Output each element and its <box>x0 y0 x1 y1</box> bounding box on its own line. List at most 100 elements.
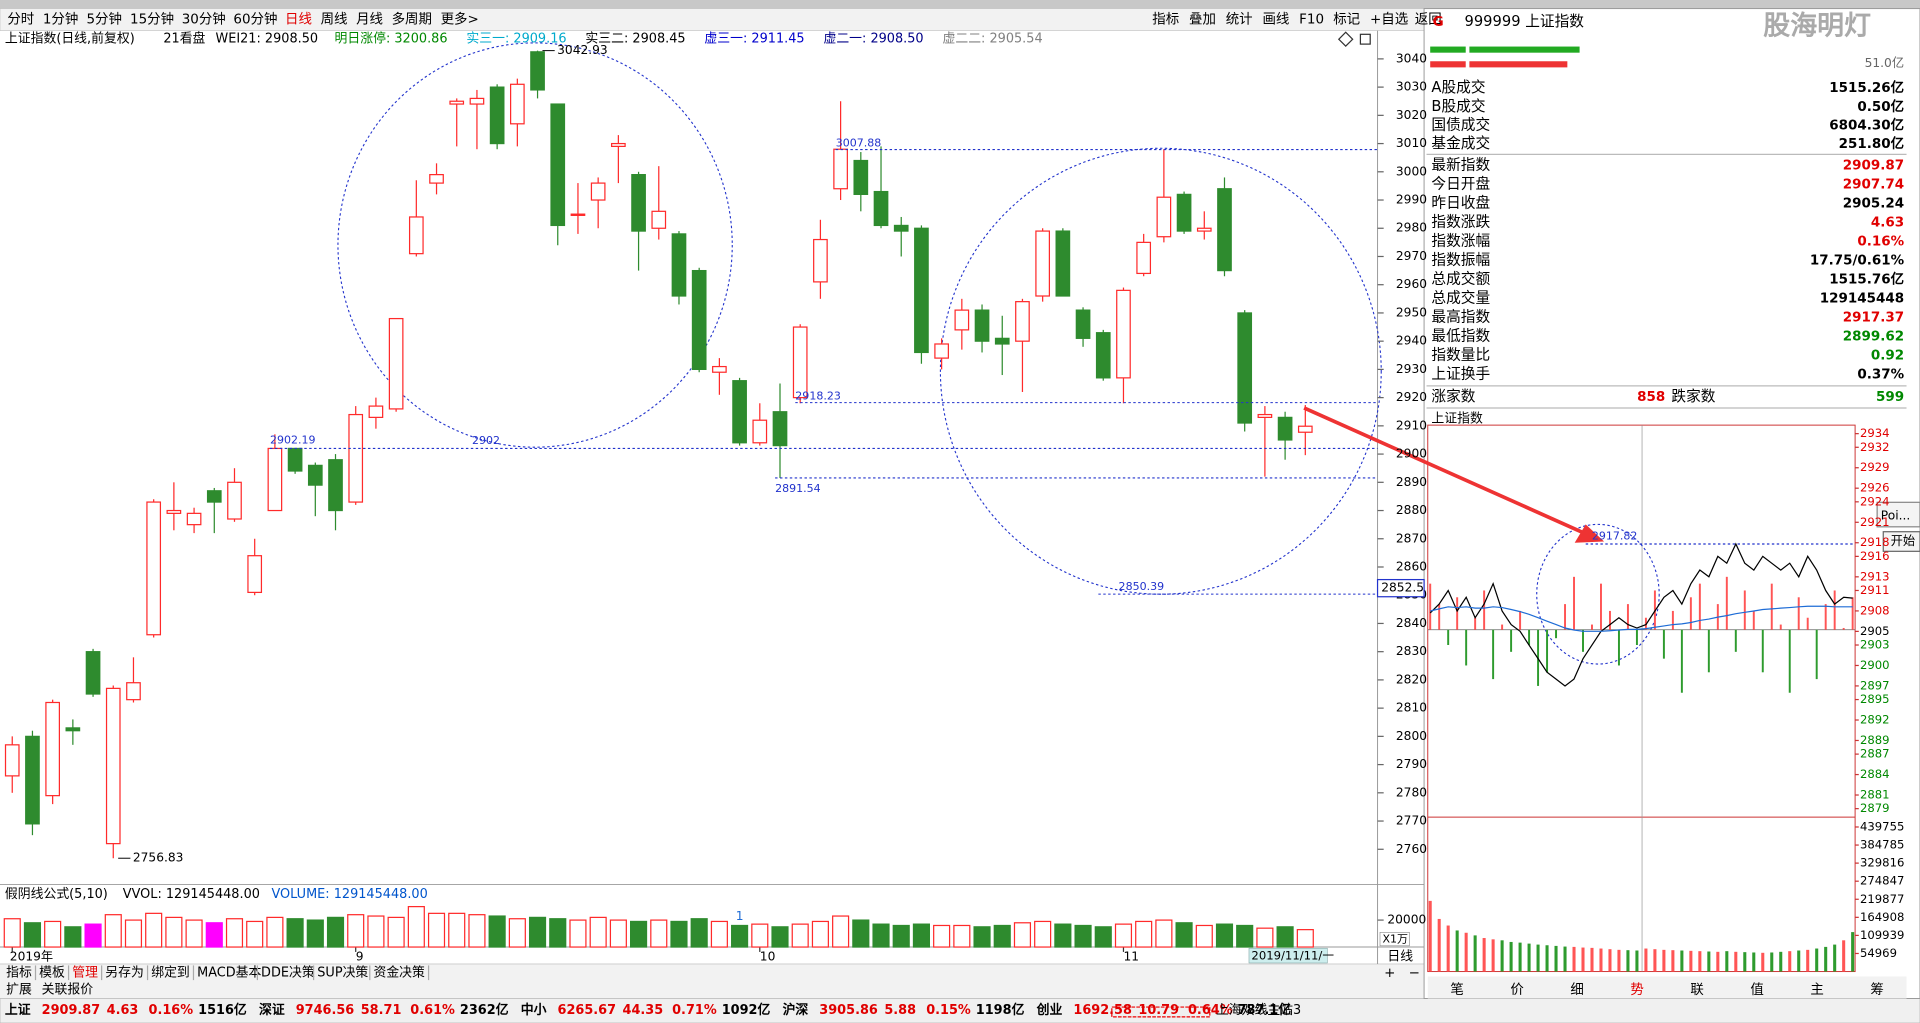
intraday-tab[interactable]: 价 <box>1510 982 1524 998</box>
intraday-tab[interactable]: 笔 <box>1450 982 1463 998</box>
quote-value: 858 <box>1637 389 1665 405</box>
volume-bar <box>549 918 567 948</box>
status-item: 0.15% <box>926 1003 971 1018</box>
level-label: 2850.39 <box>1119 580 1165 593</box>
formula-tab[interactable]: 资金决策 <box>373 964 425 980</box>
y-tick-label: 2990 <box>1396 193 1427 207</box>
formula-tab[interactable]: 另存为 <box>105 965 144 980</box>
tool-button[interactable]: 指标 <box>1152 12 1179 28</box>
y-tick-label: 2790 <box>1396 757 1427 771</box>
tool-button[interactable]: +自选 <box>1370 12 1408 28</box>
volume-bar <box>468 914 486 948</box>
formula-tab[interactable]: SUP决策 <box>317 964 368 980</box>
volume-bar <box>1296 929 1314 948</box>
signal-label: 1 <box>736 909 744 923</box>
zoom-button[interactable]: + <box>1384 965 1395 981</box>
intraday-tab[interactable]: 值 <box>1750 982 1763 998</box>
quote-field: 跌家数 <box>1671 388 1715 405</box>
level-label: 3007.88 <box>836 136 882 149</box>
quote-field: 涨家数 <box>1431 388 1475 405</box>
period-tab[interactable]: 日线 <box>285 12 312 28</box>
period-tab[interactable]: 1分钟 <box>43 11 79 28</box>
candle-body <box>388 317 404 410</box>
candle-body <box>752 419 768 444</box>
period-label[interactable]: 日线 <box>1387 949 1413 964</box>
period-tab[interactable]: 多周期 <box>392 11 432 28</box>
intraday-tab[interactable]: 联 <box>1690 982 1703 998</box>
formula-tab[interactable]: 管理 <box>72 965 98 980</box>
period-tab[interactable]: 30分钟 <box>182 11 226 28</box>
tool-button[interactable]: 标记 <box>1333 12 1360 28</box>
price-line <box>1429 542 1853 687</box>
volume-bar <box>124 919 143 948</box>
y-tick-label: 109939 <box>1860 928 1904 942</box>
sub-tab[interactable]: 扩展 <box>6 982 32 997</box>
quote-field: 最新指数 <box>1431 156 1490 173</box>
x-tick-label: 9 <box>356 949 364 963</box>
header-readout: 上证指数(日线,前复权) <box>5 31 135 47</box>
popup[interactable] <box>1876 501 1920 528</box>
status-item: 0.71% <box>672 1003 717 1018</box>
candle-body <box>1217 188 1232 272</box>
tool-button[interactable]: F10 <box>1299 12 1324 28</box>
period-tab[interactable]: 更多> <box>441 11 479 28</box>
y-tick-label: 2879 <box>1860 801 1890 815</box>
status-item: 1516亿 <box>198 1002 247 1018</box>
intraday-tab[interactable]: 细 <box>1570 982 1583 998</box>
period-tab[interactable]: 分时 <box>7 12 34 28</box>
volume-bar <box>427 912 446 948</box>
candle-body <box>813 238 828 283</box>
formula-tab[interactable]: 指标 <box>6 965 32 980</box>
volume-bar <box>872 923 890 948</box>
zoom-button[interactable]: − <box>1409 965 1420 981</box>
candle-body <box>429 174 444 184</box>
popup-button-label[interactable]: 开始 <box>1891 534 1915 548</box>
status-item: 9746.56 <box>296 1003 355 1018</box>
tool-button[interactable]: 画线 <box>1262 12 1289 28</box>
formula-tab[interactable]: MACD基本 <box>197 965 261 980</box>
y-tick-label: 3020 <box>1396 108 1427 122</box>
quote-field: 指数量比 <box>1431 346 1490 363</box>
volume-bar <box>528 916 547 948</box>
y-tick-label: 164908 <box>1860 910 1904 924</box>
arrow-shaft <box>1303 406 1591 538</box>
volume-bar <box>650 919 668 948</box>
y-tick-label: 2940 <box>1396 334 1427 348</box>
y-tick-label: 2918 <box>1860 535 1890 549</box>
formula-tab[interactable]: 模板 <box>39 965 65 980</box>
quote-value: 2909.87 <box>1843 157 1904 173</box>
period-tab[interactable]: 月线 <box>356 12 383 28</box>
volume-bar <box>104 914 122 948</box>
volume-bar <box>185 919 203 948</box>
intraday-tab[interactable]: 势 <box>1630 982 1643 998</box>
volume-bar <box>912 923 930 948</box>
candle-body <box>590 182 606 201</box>
header-readout: 明日涨停: 3200.86 <box>335 31 448 47</box>
quote-field: B股成交 <box>1431 97 1485 115</box>
period-tab[interactable]: 15分钟 <box>130 11 174 28</box>
period-tab[interactable]: 周线 <box>321 12 348 28</box>
tool-button[interactable]: 叠加 <box>1189 12 1216 28</box>
status-item: 创业 <box>1036 1002 1063 1018</box>
candle-body <box>994 337 1010 345</box>
popup-title[interactable]: Poi... <box>1881 508 1910 522</box>
popup-button[interactable] <box>1882 531 1920 552</box>
period-tab[interactable]: 60分钟 <box>233 11 277 28</box>
period-tab[interactable]: 5分钟 <box>86 11 122 28</box>
formula-tab[interactable]: 绑定到 <box>151 965 190 980</box>
icon[interactable] <box>1359 33 1371 45</box>
quote-value: 2905.24 <box>1843 195 1904 211</box>
icon[interactable] <box>1337 31 1354 48</box>
intraday-tab[interactable]: 筹 <box>1870 981 1883 998</box>
y-tick-label: 2887 <box>1860 747 1890 761</box>
sub-tab[interactable]: 关联报价 <box>42 982 94 997</box>
market-tag: G <box>1433 14 1444 30</box>
tool-button[interactable]: 统计 <box>1226 12 1253 28</box>
x-tick-label: 2019年 <box>10 949 53 963</box>
volume-bar <box>205 922 223 948</box>
intraday-tab[interactable]: 主 <box>1810 982 1823 998</box>
y-tick-label: 2895 <box>1860 692 1890 706</box>
tool-button[interactable]: 返回 <box>1415 12 1442 28</box>
formula-tab[interactable]: DDE决策 <box>261 964 315 980</box>
y-tick-label: 2800 <box>1396 729 1427 743</box>
